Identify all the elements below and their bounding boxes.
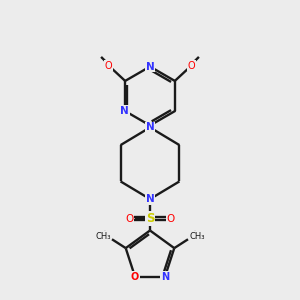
Text: O: O (105, 61, 112, 70)
Text: O: O (167, 214, 175, 224)
Text: CH₃: CH₃ (95, 232, 111, 241)
Text: N: N (146, 61, 154, 72)
Text: N: N (161, 272, 169, 282)
Text: CH₃: CH₃ (189, 232, 205, 241)
Text: O: O (131, 272, 139, 282)
Text: N: N (146, 122, 154, 132)
Text: N: N (146, 194, 154, 204)
Text: N: N (120, 106, 129, 116)
Text: O: O (188, 61, 195, 70)
Text: S: S (146, 212, 154, 225)
Text: O: O (125, 214, 134, 224)
